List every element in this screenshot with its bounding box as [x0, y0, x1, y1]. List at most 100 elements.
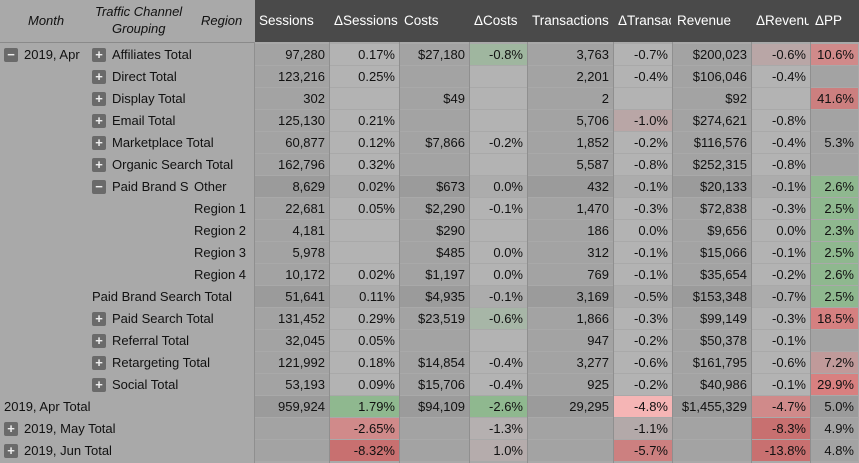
delta-pp-value: 4.9%	[824, 421, 854, 436]
cell-background	[330, 352, 399, 373]
transactions-value: 5,587	[576, 157, 609, 172]
revenue-value: $161,795	[692, 355, 747, 370]
region-header[interactable]: Region	[201, 13, 243, 28]
region-label: Other	[194, 179, 227, 194]
cell-background	[330, 44, 399, 65]
costs-value: $2,290	[425, 201, 465, 216]
channel-cell: + Marketplace Total	[92, 132, 214, 153]
channel-header-line1[interactable]: Traffic Channel	[95, 4, 183, 19]
cell-background	[614, 352, 672, 373]
delta-pp-value: 5.3%	[824, 135, 854, 150]
expand-icon[interactable]: +	[92, 311, 106, 326]
cell-background	[255, 308, 329, 329]
delta-sessions-value: 0.09%	[358, 377, 395, 392]
column-header-delta-sessions[interactable]: ΔSessions	[334, 13, 398, 28]
column-header-delta-pp[interactable]: ΔPP	[815, 13, 843, 28]
table-row: +2019, Jun Total -8.32% 1.0% -5.7% -13.8% 4.8…	[0, 440, 859, 462]
cell-background	[811, 154, 858, 175]
expand-icon[interactable]: +	[92, 113, 106, 128]
column-header-delta-costs[interactable]: ΔCosts	[474, 13, 518, 28]
delta-revenue-value: -4.7%	[772, 399, 806, 414]
channel-label: Paid Search Total	[112, 311, 214, 326]
cell-background	[470, 66, 527, 87]
delta-transactions-value: -0.3%	[634, 311, 668, 326]
delta-costs-value: 0.0%	[493, 245, 523, 260]
costs-value: $4,935	[425, 289, 465, 304]
expand-icon[interactable]: +	[92, 135, 106, 150]
cell-background	[752, 198, 810, 219]
transactions-value: 925	[587, 377, 609, 392]
cell-background	[752, 88, 810, 109]
month-label: 2019, Jun Total	[24, 443, 112, 458]
cell-background	[470, 44, 527, 65]
sessions-value: 959,924	[278, 399, 325, 414]
cell-background	[255, 198, 329, 219]
cell-background	[614, 220, 672, 241]
cell-background	[752, 176, 810, 197]
cell-background	[752, 220, 810, 241]
expand-icon[interactable]: +	[92, 69, 106, 84]
cell-background	[673, 110, 751, 131]
costs-value	[400, 110, 469, 131]
month-label: 2019, May Total	[24, 421, 116, 436]
table-row: Region 1 22,681 0.05% $2,290 -0.1% 1,470 -0.3%…	[0, 198, 859, 220]
expand-icon[interactable]: +	[92, 333, 106, 348]
table-row: Region 3 5,978 $485 0.0% 312 -0.1% $15,066 -0.1…	[0, 242, 859, 264]
delta-costs-value	[470, 66, 527, 87]
cell-background	[400, 176, 469, 197]
column-header-delta-revenue[interactable]: ΔRevenu	[756, 13, 809, 28]
collapse-icon[interactable]: −	[4, 47, 18, 62]
cell-background	[400, 88, 469, 109]
channel-cell: + Social Total	[92, 374, 178, 395]
cell-background	[330, 308, 399, 329]
column-header-sessions[interactable]: Sessions	[259, 13, 314, 28]
column-header-transactions[interactable]: Transactions	[532, 13, 609, 28]
revenue-value: $99,149	[700, 311, 747, 326]
expand-icon[interactable]: +	[92, 91, 106, 106]
revenue-value: $15,066	[700, 245, 747, 260]
cell-background	[673, 440, 751, 461]
expand-icon[interactable]: +	[92, 47, 106, 62]
delta-revenue-value	[752, 88, 810, 109]
delta-revenue-value: -0.1%	[772, 179, 806, 194]
cell-background	[614, 330, 672, 351]
column-header-delta-transactions[interactable]: ΔTransac	[618, 13, 671, 28]
cell-background	[330, 66, 399, 87]
table-row: −2019, Apr + Affiliates Total 97,280 0.17% $2…	[0, 44, 859, 66]
delta-costs-value	[470, 88, 527, 109]
cell-background	[528, 396, 613, 417]
sessions-value: 5,978	[292, 245, 325, 260]
expand-icon[interactable]: +	[92, 157, 106, 172]
table-row: Region 4 10,172 0.02% $1,197 0.0% 769 -0.1% $35…	[0, 264, 859, 286]
column-divider	[329, 42, 330, 463]
month-header[interactable]: Month	[28, 13, 65, 28]
cell-background	[330, 330, 399, 351]
cell-background	[255, 264, 329, 285]
month-cell: +2019, Jun Total	[4, 440, 112, 461]
delta-transactions-value: -0.1%	[634, 245, 668, 260]
delta-revenue-value: -8.3%	[772, 421, 806, 436]
channel-header-line2[interactable]: Grouping	[112, 21, 166, 36]
cell-background	[470, 440, 527, 461]
cell-background	[330, 286, 399, 307]
cell-background	[470, 220, 527, 241]
delta-sessions-value	[330, 88, 399, 109]
delta-transactions-value: -4.8%	[634, 399, 668, 414]
channel-cell: + Display Total	[92, 88, 185, 109]
cell-background	[614, 66, 672, 87]
channel-cell: + Paid Search Total	[92, 308, 214, 329]
cell-background	[811, 110, 858, 131]
sessions-value: 131,452	[278, 311, 325, 326]
expand-icon[interactable]: +	[4, 421, 18, 436]
expand-icon[interactable]: +	[4, 443, 18, 458]
cell-background	[811, 44, 858, 65]
column-header-revenue[interactable]: Revenue	[677, 13, 732, 28]
collapse-icon[interactable]: −	[92, 179, 106, 194]
expand-icon[interactable]: +	[92, 355, 106, 370]
cell-background	[470, 88, 527, 109]
cell-background	[811, 242, 858, 263]
expand-icon[interactable]: +	[92, 377, 106, 392]
cell-background	[470, 242, 527, 263]
column-header-costs[interactable]: Costs	[404, 13, 439, 28]
cell-background	[470, 154, 527, 175]
